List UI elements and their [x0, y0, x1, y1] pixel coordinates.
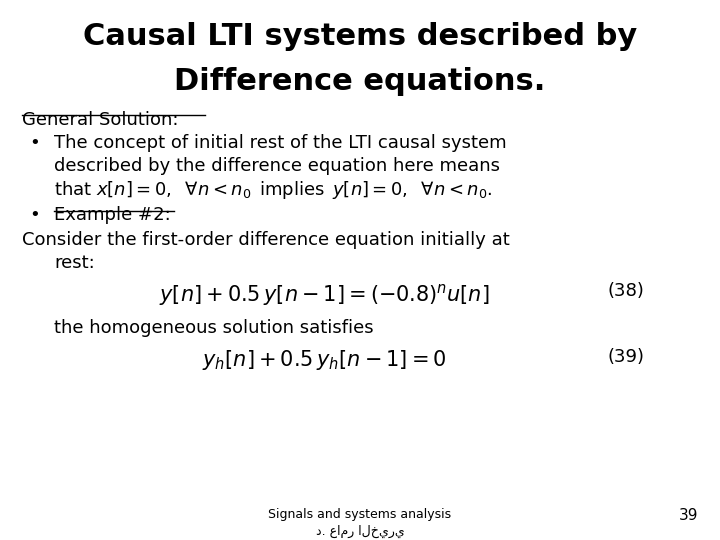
Text: •: • — [29, 134, 40, 152]
Text: Signals and systems analysis: Signals and systems analysis — [269, 508, 451, 521]
Text: د. عامر الخيري: د. عامر الخيري — [315, 525, 405, 538]
Text: (38): (38) — [608, 282, 645, 300]
Text: (39): (39) — [608, 348, 645, 366]
Text: Consider the first-order difference equation initially at: Consider the first-order difference equa… — [22, 231, 509, 249]
Text: Example #2:: Example #2: — [54, 206, 171, 224]
Text: 39: 39 — [679, 508, 698, 523]
Text: that $x[n]=0, \;\; \forall n < n_0\,$ implies $\,y[n]=0, \;\; \forall n < n_0$.: that $x[n]=0, \;\; \forall n < n_0\,$ im… — [54, 179, 492, 201]
Text: Causal LTI systems described by: Causal LTI systems described by — [83, 22, 637, 51]
Text: $y_h[n]+0.5\,y_h[n-1]=0$: $y_h[n]+0.5\,y_h[n-1]=0$ — [202, 348, 446, 372]
Text: the homogeneous solution satisfies: the homogeneous solution satisfies — [54, 319, 374, 336]
Text: The concept of initial rest of the LTI causal system: The concept of initial rest of the LTI c… — [54, 134, 507, 152]
Text: General Solution:: General Solution: — [22, 111, 178, 129]
Text: •: • — [29, 206, 40, 224]
Text: $y[n]+0.5\,y[n-1]=(-0.8)^{n}u[n]$: $y[n]+0.5\,y[n-1]=(-0.8)^{n}u[n]$ — [158, 282, 490, 308]
Text: rest:: rest: — [54, 254, 95, 272]
Text: described by the difference equation here means: described by the difference equation her… — [54, 157, 500, 174]
Text: Difference equations.: Difference equations. — [174, 68, 546, 97]
